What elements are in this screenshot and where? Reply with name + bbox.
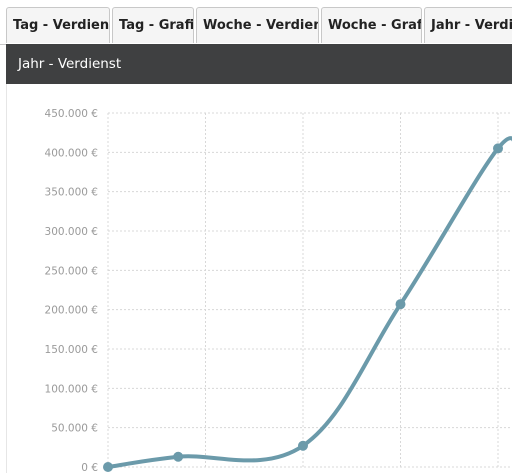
tab-woche-grafik[interactable]: Woche - Grafik — [321, 7, 422, 43]
y-tick-label: 50.000 € — [51, 423, 98, 435]
y-tick-label: 0 € — [81, 462, 98, 473]
data-point — [173, 451, 184, 462]
y-tick-label: 400.000 € — [45, 147, 98, 159]
data-point — [395, 299, 406, 310]
tab-jahr-verdienst[interactable]: Jahr - Verdienst — [424, 7, 512, 43]
panel-title: Jahr - Verdienst — [6, 44, 512, 84]
y-tick-label: 350.000 € — [45, 187, 98, 199]
y-tick-label: 450.000 € — [45, 108, 98, 120]
data-point — [493, 143, 503, 154]
y-tick-label: 200.000 € — [45, 305, 98, 317]
series-line — [106, 136, 512, 469]
tab-tag-verdienst[interactable]: Tag - Verdienst — [6, 7, 110, 43]
y-tick-label: 100.000 € — [45, 383, 98, 395]
tab-woche-verdienst[interactable]: Woche - Verdienst — [196, 7, 319, 43]
y-tick-label: 250.000 € — [45, 265, 98, 277]
tab-tag-grafik[interactable]: Tag - Grafik — [112, 7, 194, 43]
earnings-line-chart: 0 € 50.000 € 100.000 € 150.000 € 200.000 € 25… — [45, 108, 512, 473]
chart-panel: 0 € 50.000 € 100.000 € 150.000 € 200.000 € 25… — [6, 84, 512, 473]
tab-bar: Tag - Verdienst Tag - Grafik Woche - Ver… — [0, 0, 512, 45]
data-point — [298, 440, 308, 451]
y-tick-label: 300.000 € — [45, 226, 98, 238]
y-tick-label: 150.000 € — [45, 344, 98, 356]
data-point — [103, 462, 113, 472]
